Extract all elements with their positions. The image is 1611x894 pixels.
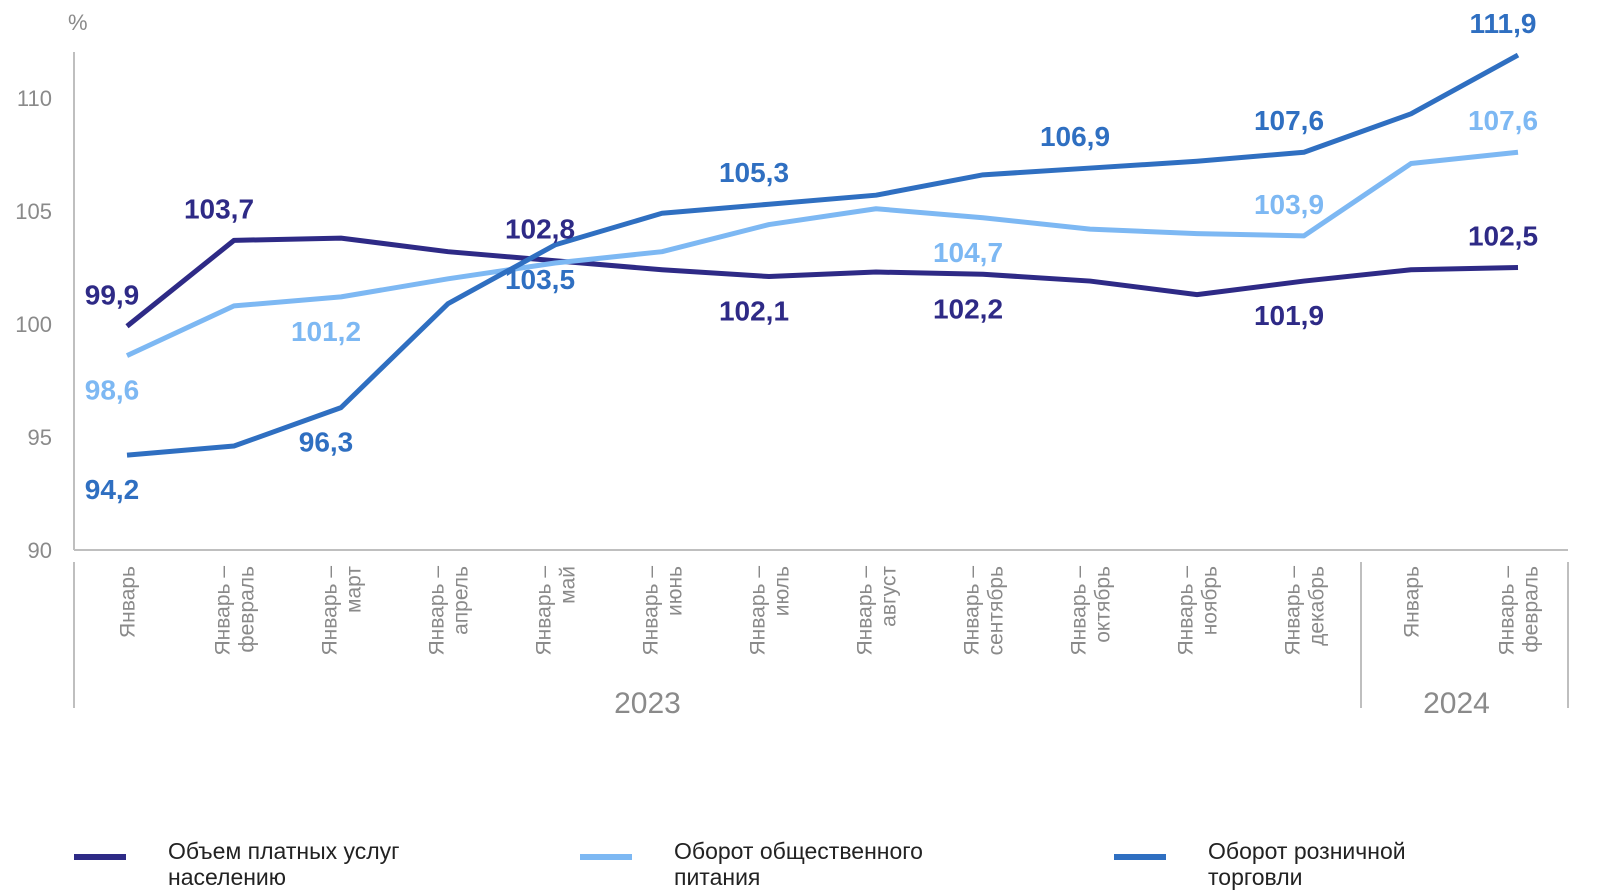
x-tick-label: октябрь bbox=[1091, 566, 1114, 643]
legend-label-line1: Оборот розничной bbox=[1208, 838, 1406, 864]
x-tick-label: август bbox=[877, 566, 900, 627]
data-label: 101,2 bbox=[291, 316, 361, 347]
x-tick-label: Январь – bbox=[960, 566, 983, 656]
x-tick-label: Январь – bbox=[1174, 566, 1197, 656]
y-tick-label: 100 bbox=[15, 312, 52, 337]
y-tick-label: 90 bbox=[28, 538, 52, 563]
data-label: 102,8 bbox=[505, 214, 575, 245]
x-tick-label: Январь – bbox=[318, 566, 341, 656]
data-label: 104,7 bbox=[933, 237, 1003, 268]
data-label: 103,7 bbox=[184, 193, 254, 224]
legend-label-line2: торговли bbox=[1208, 864, 1303, 890]
x-tick-label: Январь – bbox=[853, 566, 876, 656]
series-line-0 bbox=[125, 235, 1519, 329]
x-tick-label: февраль bbox=[235, 566, 258, 653]
data-label: 107,6 bbox=[1468, 105, 1538, 136]
legend-label-retail: Оборот розничной торговли bbox=[1208, 838, 1488, 890]
chart-legend: Объем платных услуг населению Оборот общ… bbox=[0, 838, 1611, 894]
x-tick-label: июнь bbox=[663, 566, 686, 616]
x-tick-label: Январь – bbox=[639, 566, 662, 656]
data-label: 98,6 bbox=[85, 375, 140, 406]
series-line-2 bbox=[126, 52, 1520, 458]
x-tick-label: сентябрь bbox=[984, 566, 1007, 655]
legend-label-line1: Объем платных услуг bbox=[168, 838, 400, 864]
data-label: 94,2 bbox=[85, 474, 140, 505]
data-label: 99,9 bbox=[85, 279, 140, 310]
data-label: 106,9 bbox=[1040, 121, 1110, 152]
legend-label-catering: Оборот общественного питания bbox=[674, 838, 954, 890]
x-tick-label: Январь bbox=[1400, 566, 1423, 638]
x-tick-label: Январь – bbox=[532, 566, 555, 656]
x-tick-label: Январь – bbox=[1067, 566, 1090, 656]
x-tick-label: Январь bbox=[116, 566, 139, 638]
x-tick-label: июль bbox=[770, 566, 793, 616]
x-tick-label: апрель bbox=[449, 566, 472, 635]
y-tick-label: 95 bbox=[28, 425, 52, 450]
x-tick-label: декабрь bbox=[1305, 566, 1328, 646]
legend-item-paid-services: Объем платных услуг населению bbox=[74, 838, 448, 890]
legend-label-line1: Оборот общественного bbox=[674, 838, 923, 864]
data-label: 103,5 bbox=[505, 264, 575, 295]
x-tick-label: ноябрь bbox=[1198, 566, 1221, 635]
year-label: 2023 bbox=[614, 687, 681, 720]
x-tick-label: март bbox=[342, 566, 365, 613]
data-label: 101,9 bbox=[1254, 300, 1324, 331]
chart-series bbox=[125, 52, 1520, 458]
x-tick-label: май bbox=[556, 566, 579, 604]
x-tick-label: февраль bbox=[1519, 566, 1542, 653]
data-label: 102,5 bbox=[1468, 221, 1538, 252]
series-line-1 bbox=[125, 149, 1519, 358]
data-label: 102,2 bbox=[933, 293, 1003, 324]
year-label: 2024 bbox=[1423, 687, 1490, 720]
x-tick-label: Январь – bbox=[1495, 566, 1518, 656]
data-label: 102,1 bbox=[719, 296, 789, 327]
legend-swatch-retail bbox=[1114, 854, 1166, 860]
legend-label-paid-services: Объем платных услуг населению bbox=[168, 838, 448, 890]
x-tick-label: Январь – bbox=[211, 566, 234, 656]
data-label: 105,3 bbox=[719, 157, 789, 188]
x-tick-label: Январь – bbox=[425, 566, 448, 656]
y-tick-label: 105 bbox=[15, 199, 52, 224]
data-label: 96,3 bbox=[299, 427, 354, 458]
x-tick-label: Январь – bbox=[746, 566, 769, 656]
legend-item-retail: Оборот розничной торговли bbox=[1114, 838, 1488, 890]
y-tick-label: 110 bbox=[17, 86, 52, 111]
legend-swatch-paid-services bbox=[74, 854, 126, 860]
data-label: 111,9 bbox=[1470, 8, 1537, 39]
legend-label-line2: питания bbox=[674, 864, 761, 890]
legend-label-line2: населению bbox=[168, 864, 287, 890]
data-label: 103,9 bbox=[1254, 189, 1324, 220]
chart-data-labels: 99,9 103,7 102,8 102,1 102,2 101,9 102,5 98,6 10… bbox=[85, 8, 1538, 505]
y-unit-label: % bbox=[68, 10, 88, 35]
data-label: 107,6 bbox=[1254, 105, 1324, 136]
x-tick-label: Январь – bbox=[1281, 566, 1304, 656]
legend-item-catering: Оборот общественного питания bbox=[580, 838, 954, 890]
legend-swatch-catering bbox=[580, 854, 632, 860]
